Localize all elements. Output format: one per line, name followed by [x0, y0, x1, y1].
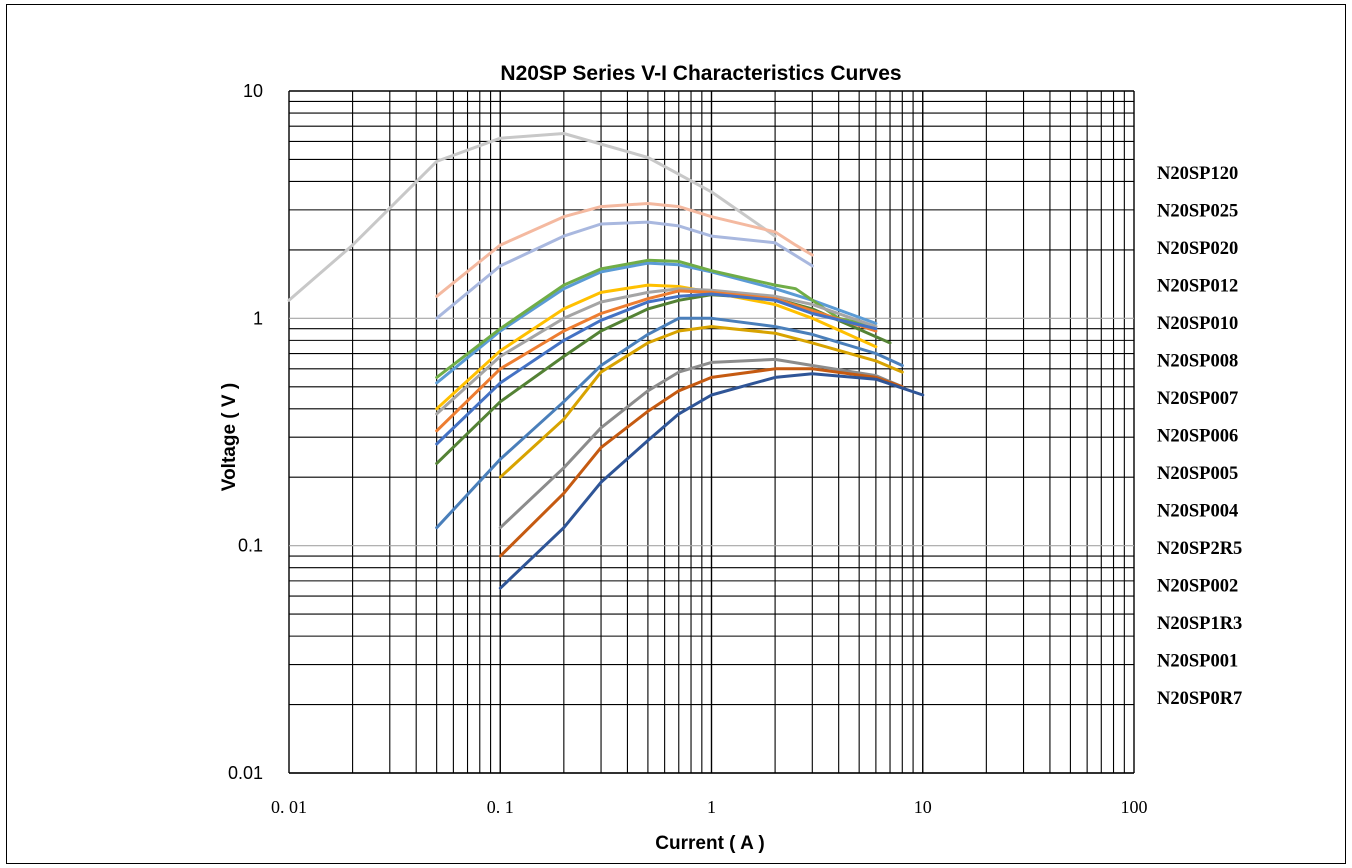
legend-entry: N20SP001 — [1157, 652, 1238, 672]
y-tick-label: 10 — [243, 81, 263, 101]
y-tick-label: 0.1 — [238, 536, 263, 556]
series-line-12 — [498, 325, 904, 479]
series-line-4 — [435, 261, 878, 385]
legend-entry: N20SP008 — [1157, 352, 1238, 372]
legend-entry: N20SP006 — [1157, 427, 1238, 447]
legend-entry: N20SP004 — [1157, 502, 1238, 522]
legend-entry: N20SP002 — [1157, 577, 1238, 597]
grid — [288, 90, 1135, 774]
series-line-9 — [435, 289, 878, 433]
legend-entry: N20SP0R7 — [1157, 689, 1242, 709]
legend-entry: N20SP005 — [1157, 464, 1238, 484]
series-line-5 — [435, 258, 878, 379]
x-axis-title: Current ( A ) — [655, 833, 764, 854]
x-tick-label: 1 — [707, 797, 716, 817]
legend-entry: N20SP120 — [1157, 164, 1238, 184]
series-line-14 — [498, 367, 904, 558]
legend: N20SP120 N20SP025 N20SP020 N20SP012 N20SP010… — [1157, 164, 1242, 709]
y-tick-label: 1 — [253, 308, 263, 328]
y-tick-labels: 0.01 0.1 1 10 — [228, 81, 263, 783]
x-tick-label: 10 — [914, 797, 932, 817]
series-line-2 — [435, 202, 814, 298]
x-tick-label: 0. 01 — [271, 797, 307, 817]
series-line-13 — [498, 357, 904, 530]
x-tick-label: 0. 1 — [487, 797, 514, 817]
legend-entry: N20SP012 — [1157, 277, 1238, 297]
series-lines — [287, 132, 925, 590]
legend-entry: N20SP007 — [1157, 389, 1238, 409]
y-tick-label: 0.01 — [228, 763, 263, 783]
y-axis-title: Voltage ( V ) — [219, 383, 240, 491]
series-line-3 — [435, 220, 814, 320]
chart-title: N20SP Series V-I Characteristics Curves — [500, 62, 901, 85]
x-tick-label: 100 — [1121, 797, 1148, 817]
legend-entry: N20SP020 — [1157, 239, 1238, 259]
series-line-8 — [435, 287, 878, 416]
legend-entry: N20SP2R5 — [1157, 539, 1242, 559]
series-line-10 — [435, 292, 878, 446]
legend-entry: N20SP1R3 — [1157, 614, 1242, 634]
series-line-7 — [435, 283, 878, 411]
x-tick-labels: 0. 01 0. 1 1 10 100 — [271, 797, 1148, 817]
legend-entry: N20SP010 — [1157, 314, 1238, 334]
chart-frame: 0. 01 0. 1 1 10 100 0.01 0.1 1 10 N20SP120 N20SP… — [6, 4, 1346, 864]
series-line-15 — [498, 372, 925, 590]
series-line-11 — [435, 316, 904, 530]
legend-entry: N20SP025 — [1157, 202, 1238, 222]
series-line-1 — [287, 132, 777, 302]
